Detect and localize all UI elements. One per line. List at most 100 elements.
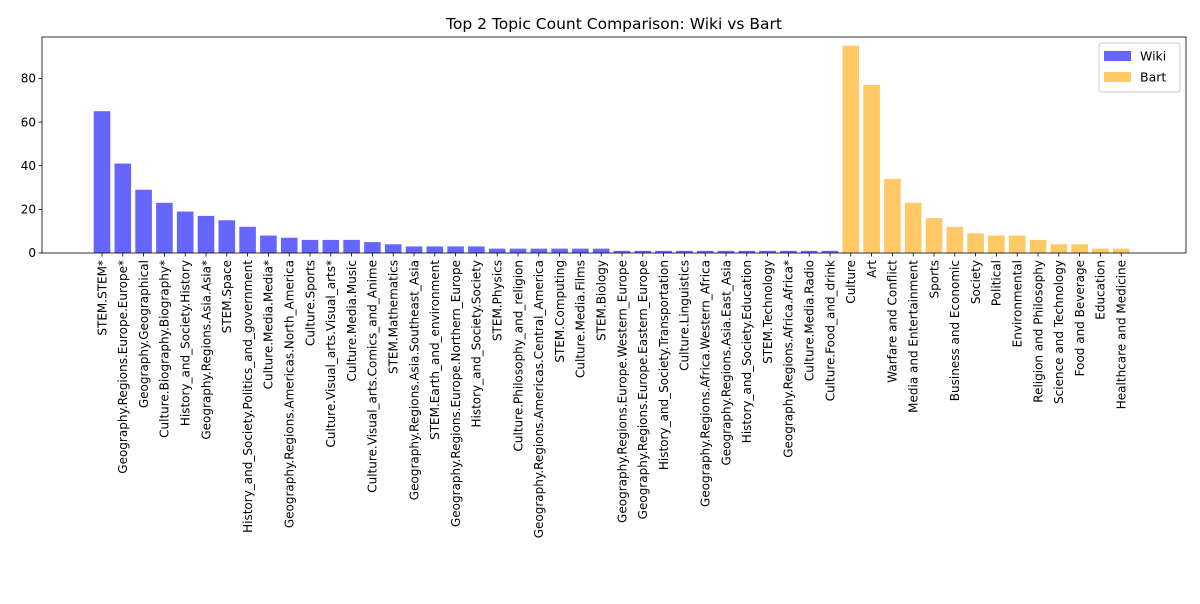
x-tick-label: Geography.Regions.Asia.Asia* (199, 260, 213, 440)
x-tick-label: Geography.Regions.Asia.East_Asia (719, 260, 733, 466)
x-tick-label: STEM.Computing (553, 260, 567, 363)
x-tick-label: Geography.Regions.Europe.Eastern_Europe (636, 260, 650, 519)
x-tick-label: Geography.Regions.Europe.Northern_Europe (449, 260, 463, 527)
bar-wiki-stem-physics (488, 248, 506, 253)
x-tick-label: Culture.Media.Media* (262, 260, 276, 389)
x-tick-label: Food and Beverage (1073, 260, 1087, 376)
bar-wiki-stem-computing (551, 248, 568, 253)
bar-bart-healthcare-and-medicine (1112, 248, 1130, 253)
x-tick-label: History_and_Society.Transportation (657, 260, 671, 470)
x-tick-label: Culture.Media.Radio (803, 260, 817, 381)
bar-wiki-geography-regions-asia-asia (197, 215, 215, 253)
x-tick-label: STEM.STEM* (95, 260, 109, 336)
x-tick-label: STEM.Mathematics (387, 260, 401, 374)
x-tick-label: Business and Economic (948, 260, 962, 401)
x-tick-label: Culture.Visual_arts.Comics_and_Anime (366, 260, 380, 493)
x-tick-label: Political (990, 260, 1004, 306)
bar-wiki-culture-biography-biography (156, 202, 173, 253)
x-tick-label: Culture.Food_and_drink (823, 260, 837, 401)
bar-bart-education (1092, 248, 1109, 253)
chart-title: Top 2 Topic Count Comparison: Wiki vs Ba… (445, 15, 782, 33)
x-tick-label: Culture.Media.Music (345, 260, 359, 382)
x-tick-label: Healthcare and Medicine (1115, 260, 1129, 409)
plot-frame (41, 36, 1187, 254)
bar-wiki-geography-regions-europe-europe (114, 163, 132, 253)
bar-bart-sports (925, 218, 943, 253)
y-tick-label: 0 (28, 246, 36, 260)
y-tick-label: 80 (21, 72, 36, 86)
bar-wiki-stem-mathematics (384, 244, 402, 253)
bar-wiki-history-and-society-politics-and-government (239, 226, 256, 253)
x-tick-label: Geography.Regions.Africa.Africa* (782, 260, 796, 458)
bar-wiki-culture-media-radio (800, 250, 818, 253)
legend-swatch-wiki (1104, 51, 1131, 61)
x-tick-label: Geography.Regions.Asia.Southeast_Asia (407, 260, 421, 500)
legend-label-bart: Bart (1140, 70, 1166, 85)
x-tick-label: Society (969, 260, 983, 304)
x-tick-label: Geography.Regions.Europe.Western_Europe (615, 260, 629, 523)
bar-wiki-culture-sports (301, 239, 319, 253)
legend: Wiki Bart (1098, 42, 1181, 93)
bar-bart-food-and-beverage (1071, 244, 1088, 253)
x-tick-label: History_and_Society.History (179, 260, 193, 426)
x-tick-label: Media and Entertainment (907, 260, 921, 413)
x-tick-label: Geography.Regions.Africa.Western_Africa (699, 260, 713, 507)
bar-wiki-geography-regions-europe-northern-europe (447, 246, 464, 253)
x-tick-label: Culture (844, 260, 858, 304)
x-tick-label: Geography.Regions.Americas.Central_Ameri… (532, 260, 546, 538)
bar-bart-art (863, 85, 880, 253)
x-tick-label: Art (865, 260, 879, 278)
bar-wiki-history-and-society-education (738, 250, 756, 253)
x-tick-label: History_and_Society.Politics_and_governm… (241, 260, 255, 533)
bar-wiki-geography-regions-africa-western-africa (696, 250, 714, 253)
x-tick-label: Culture.Media.Films (574, 260, 588, 378)
x-tick-label: Geography.Geographical (137, 260, 151, 408)
bar-wiki-stem-biology (592, 248, 610, 253)
bar-wiki-culture-visual-arts-comics-and-anime (364, 242, 381, 253)
bar-bart-society (967, 233, 984, 253)
x-tick-label: Education (1094, 260, 1108, 320)
x-tick-label: Warfare and Conflict (886, 260, 900, 383)
bar-bart-warfare-and-conflict (884, 178, 901, 253)
bar-wiki-culture-philosophy-and-religion (509, 248, 527, 253)
x-tick-label: History_and_Society.Society (470, 260, 484, 428)
bar-wiki-culture-media-media (260, 235, 277, 253)
x-tick-label: STEM.Physics (491, 260, 505, 341)
x-tick-label: Culture.Philosophy_and_religion (511, 260, 525, 451)
legend-label-wiki: Wiki (1140, 49, 1166, 64)
x-tick-label: Sports (927, 260, 941, 298)
bar-bart-science-and-technology (1050, 244, 1068, 253)
bar-wiki-geography-geographical (135, 189, 152, 253)
x-tick-label: Religion and Philosophy (1031, 260, 1045, 403)
x-tick-label: Culture.Sports (303, 260, 317, 346)
x-tick-label: STEM.Space (220, 260, 234, 333)
bar-wiki-culture-media-films (572, 248, 589, 253)
x-tick-label: Culture.Linguistics (678, 260, 692, 371)
x-tick-label: Geography.Regions.Europe.Europe* (116, 260, 130, 474)
bar-bart-business-and-economic (946, 226, 964, 253)
bar-wiki-geography-regions-americas-north-america (280, 237, 298, 253)
bar-wiki-stem-space (218, 220, 236, 253)
bar-wiki-history-and-society-society (468, 246, 485, 253)
bar-wiki-geography-regions-americas-central-america (530, 248, 548, 253)
bar-wiki-history-and-society-transportation (655, 250, 672, 253)
y-tick-label: 40 (21, 159, 36, 173)
x-tick-label: STEM.Earth_and_environment (428, 260, 442, 440)
bar-wiki-geography-regions-europe-western-europe (613, 250, 631, 253)
x-tick-label: Geography.Regions.Americas.North_America (283, 260, 297, 528)
bar-wiki-geography-regions-africa-africa (780, 250, 797, 253)
legend-swatch-bart (1104, 72, 1131, 82)
bar-wiki-stem-technology (759, 250, 776, 253)
bar-wiki-geography-regions-asia-southeast-asia (405, 246, 423, 253)
x-tick-label: Culture.Biography.Biography* (158, 260, 172, 438)
bar-wiki-stem-earth-and-environment (426, 246, 444, 253)
bar-wiki-geography-regions-europe-eastern-europe (634, 250, 652, 253)
bars-layer (93, 45, 1130, 254)
bar-bart-culture (842, 45, 860, 254)
x-tick-label: Environmental (1011, 260, 1025, 347)
bar-bart-political (988, 235, 1005, 253)
bar-wiki-culture-media-music (343, 239, 360, 253)
y-tick-label: 60 (21, 115, 36, 129)
